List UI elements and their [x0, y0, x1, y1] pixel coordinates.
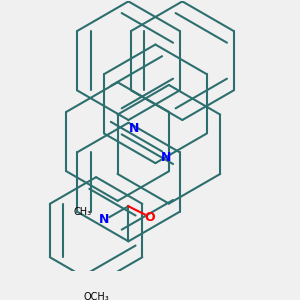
Text: N: N	[129, 122, 139, 135]
Text: O: O	[145, 211, 155, 224]
Text: N: N	[99, 213, 110, 226]
Text: N: N	[161, 151, 171, 164]
Text: OCH₃: OCH₃	[83, 292, 109, 300]
Text: CH₃: CH₃	[74, 207, 92, 217]
